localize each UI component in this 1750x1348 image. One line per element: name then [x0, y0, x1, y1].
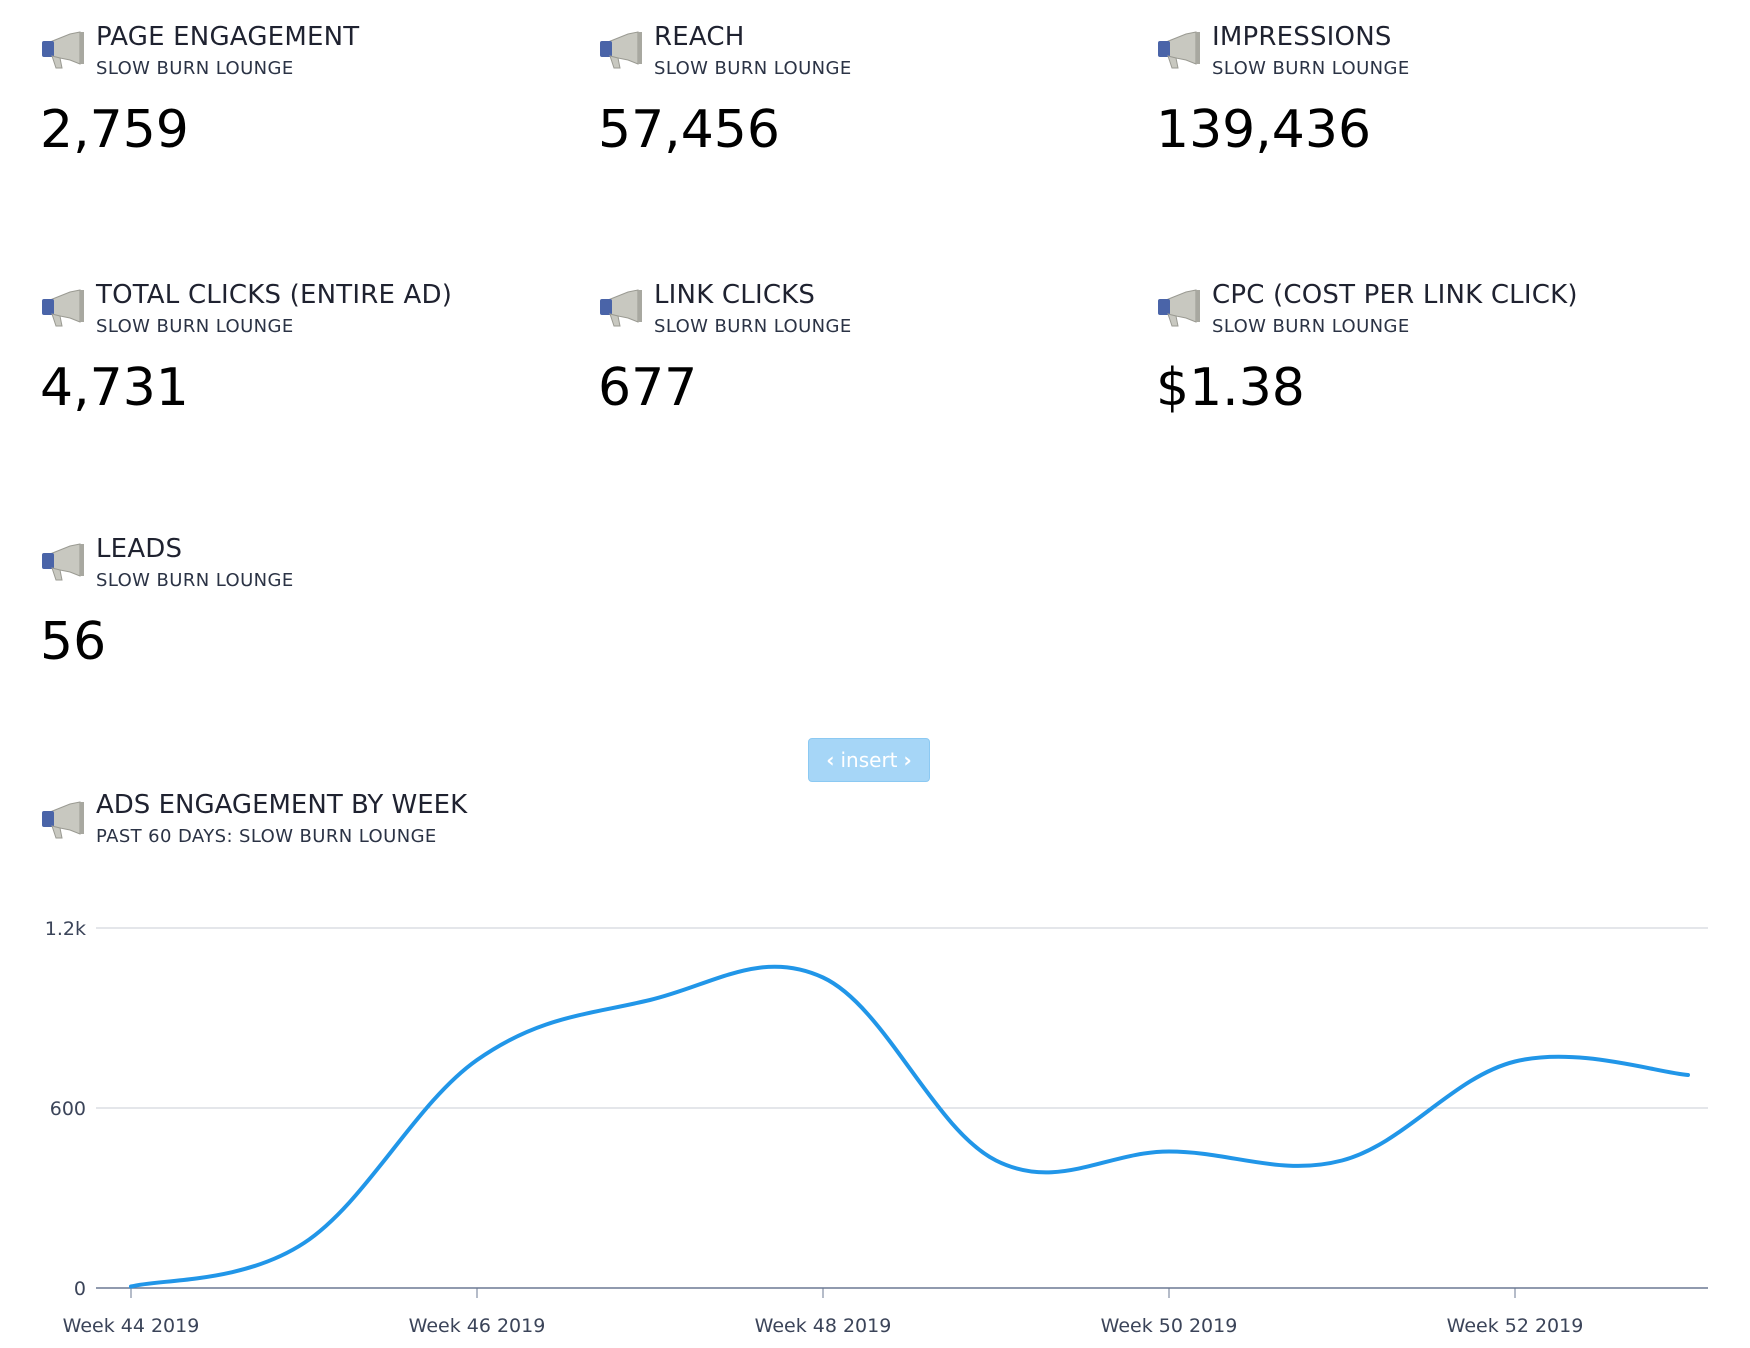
metric-card: CPC (COST PER LINK CLICK) SLOW BURN LOUNG… — [1156, 280, 1676, 480]
megaphone-icon — [1158, 289, 1200, 327]
metric-subtitle: SLOW BURN LOUNGE — [96, 58, 294, 79]
insert-button-label: insert — [840, 748, 898, 772]
metric-title: TOTAL CLICKS (ENTIRE AD) — [96, 280, 453, 310]
metric-value: 677 — [598, 358, 698, 418]
y-tick-label: 0 — [74, 1278, 86, 1300]
insert-button[interactable]: ‹ insert › — [808, 738, 930, 782]
metric-value: 4,731 — [40, 358, 189, 418]
series-line — [129, 964, 1690, 1289]
x-tick-label: Week 52 2019 — [1447, 1315, 1584, 1337]
metric-subtitle: SLOW BURN LOUNGE — [654, 316, 852, 337]
metric-card: REACH SLOW BURN LOUNGE 57,456 — [598, 22, 1118, 222]
metric-subtitle: SLOW BURN LOUNGE — [96, 570, 294, 591]
x-tick-label: Week 44 2019 — [63, 1315, 200, 1337]
megaphone-icon — [42, 801, 84, 839]
chart-subtitle: PAST 60 DAYS: SLOW BURN LOUNGE — [96, 826, 437, 847]
metric-value: 2,759 — [40, 100, 189, 160]
megaphone-icon — [1158, 31, 1200, 69]
megaphone-icon — [42, 289, 84, 327]
megaphone-icon — [42, 543, 84, 581]
megaphone-icon — [600, 31, 642, 69]
metric-subtitle: SLOW BURN LOUNGE — [96, 316, 294, 337]
metric-title: IMPRESSIONS — [1212, 22, 1392, 52]
metric-value: 56 — [40, 612, 107, 672]
engagement-line-chart: 0 600 1.2k Week 44 2019 Week 46 2019 Week 48 … — [45, 918, 1708, 1337]
metric-subtitle: SLOW BURN LOUNGE — [654, 58, 852, 79]
metric-subtitle: SLOW BURN LOUNGE — [1212, 316, 1410, 337]
metric-title: REACH — [654, 22, 745, 52]
metric-card: TOTAL CLICKS (ENTIRE AD) SLOW BURN LOUNGE… — [40, 280, 560, 480]
metric-value: 139,436 — [1156, 100, 1372, 160]
metric-card: PAGE ENGAGEMENT SLOW BURN LOUNGE 2,759 — [40, 22, 560, 222]
metric-title: CPC (COST PER LINK CLICK) — [1212, 280, 1578, 310]
chart-header: ADS ENGAGEMENT BY WEEK PAST 60 DAYS: SLO… — [40, 790, 840, 860]
megaphone-icon — [42, 31, 84, 69]
metric-card: LINK CLICKS SLOW BURN LOUNGE 677 — [598, 280, 1118, 480]
metric-title: PAGE ENGAGEMENT — [96, 22, 360, 52]
metric-title: LINK CLICKS — [654, 280, 816, 310]
metric-card: LEADS SLOW BURN LOUNGE 56 — [40, 534, 560, 734]
y-tick-label: 1.2k — [45, 918, 86, 940]
chart-title: ADS ENGAGEMENT BY WEEK — [96, 790, 468, 820]
metric-subtitle: SLOW BURN LOUNGE — [1212, 58, 1410, 79]
x-tick-label: Week 50 2019 — [1101, 1315, 1238, 1337]
metric-title: LEADS — [96, 534, 183, 564]
x-tick-label: Week 48 2019 — [755, 1315, 892, 1337]
metric-card: IMPRESSIONS SLOW BURN LOUNGE 139,436 — [1156, 22, 1676, 222]
metric-value: 57,456 — [598, 100, 780, 160]
y-tick-label: 600 — [50, 1098, 86, 1120]
chevron-left-icon: ‹ — [826, 748, 835, 772]
megaphone-icon — [600, 289, 642, 327]
chevron-right-icon: › — [903, 748, 912, 772]
metric-value: $1.38 — [1156, 358, 1305, 418]
x-tick-label: Week 46 2019 — [409, 1315, 546, 1337]
